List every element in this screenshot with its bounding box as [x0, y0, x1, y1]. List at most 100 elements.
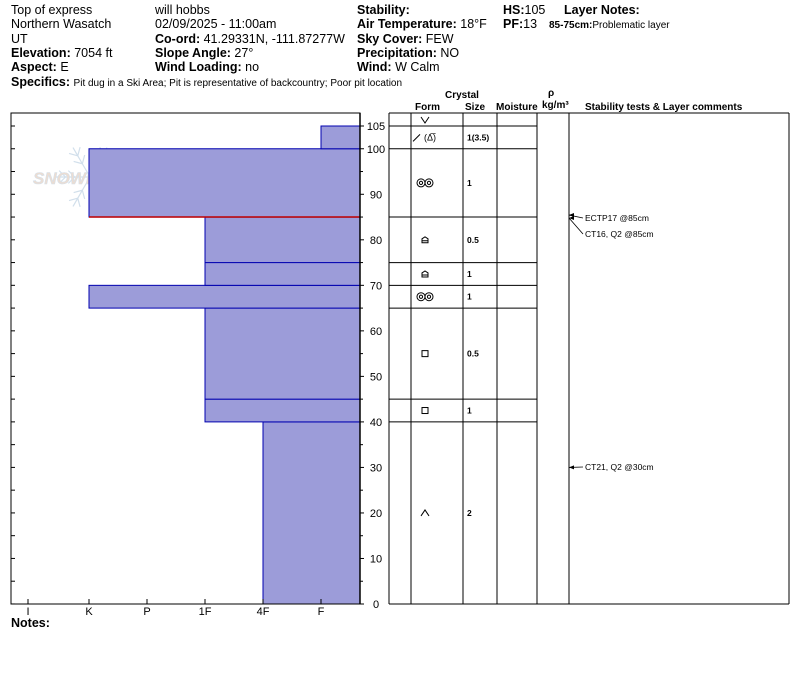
- hardness-layer-bar: [88, 284, 361, 309]
- pf: PF:13: [503, 17, 538, 31]
- grain-circle-inner: [426, 294, 432, 299]
- air-temperature: Air Temperature: 18°F: [357, 17, 487, 31]
- flake-branch: [73, 189, 83, 194]
- test-arrowhead: [569, 216, 574, 221]
- flake-branch: [58, 176, 66, 184]
- depth-tick-label: 30: [370, 462, 382, 474]
- stability-test-label: ECTP17 @85cm: [585, 213, 649, 223]
- precip-symbol: (Δ̅): [424, 132, 436, 142]
- grain-size-value: 1(3.5): [467, 132, 489, 142]
- rounded-grains-icon: [416, 292, 434, 302]
- stability-test-label: CT21, Q2 @30cm: [585, 462, 654, 472]
- flake-arm: [72, 176, 91, 207]
- grain-size-value: 1: [467, 406, 472, 416]
- flake-branch: [81, 190, 86, 200]
- hardness-layer-bar: [204, 216, 361, 264]
- hs: HS:105: [503, 3, 546, 17]
- hardness-layer-bar: [204, 398, 361, 423]
- precip-slash: [412, 134, 421, 142]
- location: Top of express: [11, 3, 93, 17]
- faceted-icon: [421, 407, 429, 415]
- grain-size-value: 2: [467, 508, 472, 518]
- coordinates: Co-ord: 41.29331N, -111.87277W: [155, 32, 345, 46]
- depth-tick-label: 105: [367, 121, 385, 133]
- hardness-layer-bar: [320, 125, 361, 150]
- rounded-grains-icon: [416, 178, 434, 188]
- precipitation: Precipitation: NO: [357, 46, 460, 60]
- density-unit-header: kg/m³: [542, 100, 569, 111]
- wind-loading: Wind Loading: no: [155, 60, 260, 74]
- hardness-layer-bar: [204, 262, 361, 286]
- test-arrowhead: [569, 465, 574, 470]
- hardness-tick-label: K: [85, 606, 93, 618]
- depth-tick-label: 50: [370, 371, 382, 383]
- surface-hoar-shape: [420, 116, 430, 124]
- flake-branch: [67, 170, 76, 178]
- flake-branch: [67, 176, 76, 184]
- hardness-tick-label: 1F: [199, 606, 212, 618]
- depth-tick-label: 40: [370, 417, 382, 429]
- datetime: 02/09/2025 - 11:00am: [155, 17, 277, 31]
- grain-circle: [424, 178, 434, 188]
- stability-comments-header: Stability tests & Layer comments: [585, 102, 743, 113]
- grain-size-value: 1: [467, 292, 472, 302]
- specifics: Specifics: Pit dug in a Ski Area; Pit is…: [11, 75, 403, 89]
- depth-tick-label: 60: [370, 326, 382, 338]
- surface-hoar-icon: [420, 116, 430, 124]
- depth-hoar-icon: [421, 236, 429, 244]
- hardness-tick-label: F: [318, 606, 325, 618]
- depth-hoar-icon: [421, 270, 429, 278]
- depth-hoar-shape: [421, 270, 429, 278]
- hardness-layer-bar: [262, 421, 361, 605]
- test-arrowhead: [569, 213, 574, 218]
- hardness-layer-bar: [88, 148, 361, 218]
- crystal-header: Crystal: [445, 90, 479, 101]
- aspect: Aspect: E: [11, 60, 69, 74]
- slope-angle: Slope Angle: 27°: [155, 46, 254, 60]
- layer-notes-label: Layer Notes:: [564, 3, 640, 17]
- flake-branch: [68, 197, 78, 202]
- flake-branch: [77, 198, 81, 208]
- hardness-tick-label: P: [143, 606, 150, 618]
- flake-branch: [77, 146, 81, 156]
- flake-branch: [73, 160, 83, 165]
- size-header: Size: [465, 102, 486, 113]
- region: Northern Wasatch: [11, 17, 112, 31]
- grain-size-value: 0.5: [467, 349, 479, 359]
- form-header: Form: [415, 102, 440, 113]
- hardness-tick-label: I: [26, 606, 29, 618]
- depth-tick-label: 80: [370, 235, 382, 247]
- wind: Wind: W Calm: [357, 60, 440, 74]
- hardness-layer-bar: [204, 307, 361, 400]
- sky-cover: Sky Cover: FEW: [357, 32, 454, 46]
- facet-square: [421, 350, 429, 358]
- grain-circle-inner: [418, 180, 424, 186]
- stability: Stability:: [357, 3, 410, 17]
- layer-notes: 85-75cm:Problematic layer: [549, 20, 670, 31]
- moisture-header: Moisture: [496, 102, 538, 113]
- state: UT: [11, 32, 28, 46]
- elevation: Elevation: 7054 ft: [11, 46, 113, 60]
- hardness-tick-label: 4F: [257, 606, 270, 618]
- grain-circle-inner: [418, 294, 424, 299]
- depth-tick-label: 10: [370, 553, 382, 565]
- flake-branch: [81, 154, 86, 164]
- stability-test-label: CT16, Q2 @85cm: [585, 229, 654, 239]
- notes-label: Notes:: [11, 616, 50, 630]
- flake-branch: [58, 170, 66, 178]
- grain-size-value: 1: [467, 178, 472, 188]
- facets-rounding-icon: [420, 509, 430, 517]
- grain-circle: [416, 292, 426, 302]
- faceted-icon: [421, 350, 429, 358]
- depth-tick-label: 100: [367, 144, 385, 156]
- grain-circle: [416, 178, 426, 188]
- test-pointer: [568, 217, 584, 235]
- grain-circle-inner: [426, 180, 432, 186]
- depth-tick-label: 0: [373, 599, 379, 611]
- decomposing/precip-icon: (Δ̅): [412, 132, 436, 142]
- grain-size-value: 1: [467, 269, 472, 279]
- facet-square: [421, 407, 429, 415]
- grain-circle: [424, 292, 434, 302]
- depth-hoar-shape: [421, 236, 429, 244]
